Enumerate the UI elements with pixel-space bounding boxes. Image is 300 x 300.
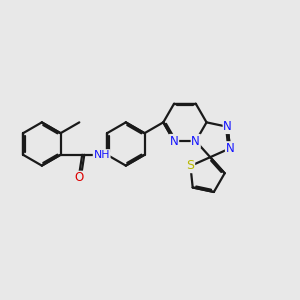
Text: NH: NH [93,150,110,160]
Text: S: S [186,160,194,172]
Text: N: N [170,135,178,148]
Text: N: N [226,142,234,155]
Text: N: N [191,135,200,148]
Text: N: N [223,120,232,134]
Text: O: O [74,171,83,184]
